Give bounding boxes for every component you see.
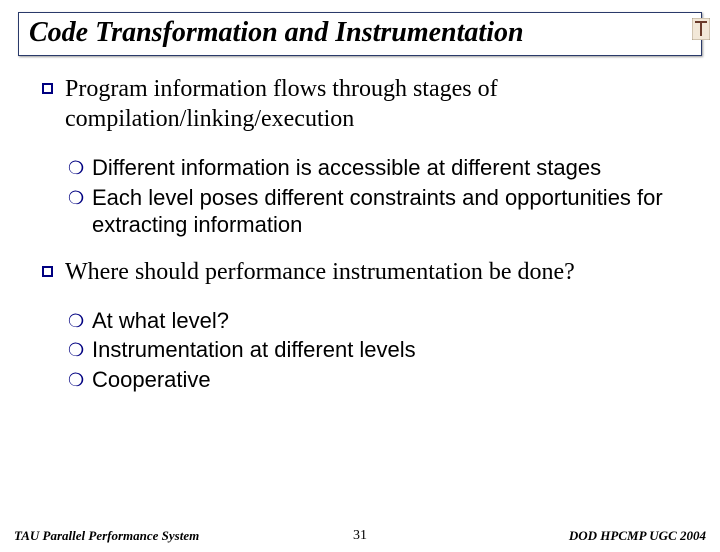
slide-content: Program information flows through stages… xyxy=(0,56,720,393)
bullet-l2: ❍ At what level? xyxy=(68,307,690,335)
slide-footer: TAU Parallel Performance System 31 DOD H… xyxy=(0,528,720,544)
sub-bullet-text: Cooperative xyxy=(92,366,211,394)
sub-bullet-text: Instrumentation at different levels xyxy=(92,336,416,364)
bullet-l1: Where should performance instrumentation… xyxy=(42,257,690,287)
bullet-l2: ❍ Each level poses different constraints… xyxy=(68,184,690,239)
bullet-group-1: Program information flows through stages… xyxy=(42,74,690,134)
circle-bullet-icon: ❍ xyxy=(68,340,82,361)
tau-logo-icon xyxy=(692,18,710,40)
slide-title-box: Code Transformation and Instrumentation xyxy=(18,12,702,56)
sub-bullet-text: Each level poses different constraints a… xyxy=(92,184,690,239)
footer-left: TAU Parallel Performance System xyxy=(14,528,199,544)
circle-bullet-icon: ❍ xyxy=(68,370,82,391)
bullet-group-2: Where should performance instrumentation… xyxy=(42,257,690,287)
circle-bullet-icon: ❍ xyxy=(68,188,82,209)
circle-bullet-icon: ❍ xyxy=(68,158,82,179)
sub-bullet-group-2: ❍ At what level? ❍ Instrumentation at di… xyxy=(68,307,690,394)
slide-title: Code Transformation and Instrumentation xyxy=(29,17,691,49)
bullet-text: Where should performance instrumentation… xyxy=(65,257,575,287)
footer-right: DOD HPCMP UGC 2004 xyxy=(569,528,706,544)
bullet-l2: ❍ Cooperative xyxy=(68,366,690,394)
square-bullet-icon xyxy=(42,266,53,277)
slide-number: 31 xyxy=(353,528,367,544)
sub-bullet-group-1: ❍ Different information is accessible at… xyxy=(68,154,690,239)
circle-bullet-icon: ❍ xyxy=(68,311,82,332)
square-bullet-icon xyxy=(42,83,53,94)
sub-bullet-text: At what level? xyxy=(92,307,229,335)
bullet-l2: ❍ Instrumentation at different levels xyxy=(68,336,690,364)
bullet-l1: Program information flows through stages… xyxy=(42,74,690,134)
sub-bullet-text: Different information is accessible at d… xyxy=(92,154,601,182)
bullet-text: Program information flows through stages… xyxy=(65,74,690,134)
bullet-l2: ❍ Different information is accessible at… xyxy=(68,154,690,182)
